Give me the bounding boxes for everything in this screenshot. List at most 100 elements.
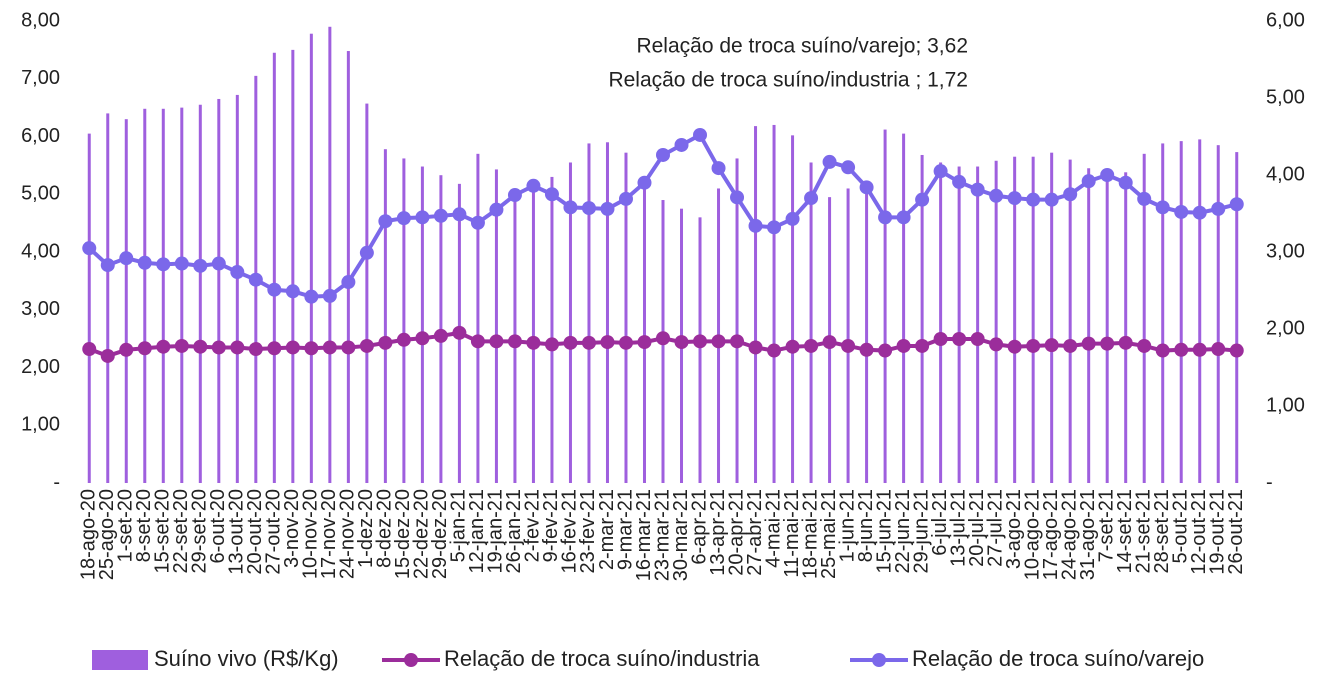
- marker: [859, 342, 874, 357]
- marker: [211, 340, 226, 355]
- bar: [272, 52, 276, 483]
- bar: [809, 162, 813, 484]
- marker: [600, 335, 615, 350]
- bar: [531, 185, 535, 483]
- bar: [365, 103, 369, 484]
- marker: [1211, 201, 1226, 216]
- marker: [637, 335, 652, 350]
- legend-label: Suíno vivo (R$/Kg): [154, 646, 339, 671]
- marker: [563, 335, 578, 350]
- marker: [359, 338, 374, 353]
- marker: [1137, 338, 1152, 353]
- marker: [1211, 342, 1226, 357]
- marker: [304, 289, 319, 304]
- x-tick-label: 3-nov-20: [281, 489, 303, 568]
- marker: [693, 127, 708, 142]
- marker: [1026, 192, 1041, 207]
- marker: [507, 334, 522, 349]
- annotation: Relação de troca suíno/industria ; 1,72: [608, 69, 968, 92]
- marker: [1063, 187, 1078, 202]
- x-tick-label: 17-ago-21: [1040, 489, 1062, 580]
- y2-tick-label: 6,00: [1266, 9, 1305, 31]
- marker: [674, 335, 689, 350]
- marker: [452, 207, 467, 222]
- marker: [637, 175, 652, 190]
- bar: [106, 113, 110, 484]
- y-tick-label: -: [53, 471, 60, 493]
- x-tick-label: 4-mai-21: [762, 489, 784, 568]
- bar: [1235, 152, 1239, 483]
- marker: [137, 341, 152, 356]
- marker: [1155, 343, 1170, 358]
- marker: [1118, 175, 1133, 190]
- legend-swatch: [92, 650, 148, 670]
- marker: [730, 334, 745, 349]
- bar: [180, 107, 184, 483]
- x-tick-label: 30-mar-21: [670, 489, 692, 581]
- marker: [896, 210, 911, 225]
- marker: [526, 335, 541, 350]
- bar: [161, 108, 165, 483]
- y-tick-label: 4,00: [21, 240, 60, 262]
- x-tick-label: 17-nov-20: [318, 489, 340, 579]
- marker: [970, 182, 985, 197]
- x-tick-label: 20-jul-21: [966, 489, 988, 567]
- bar: [1087, 168, 1091, 483]
- x-tick-label: 23-fev-21: [577, 489, 599, 574]
- marker: [748, 218, 763, 233]
- x-tick-label: 14-set-21: [1114, 489, 1136, 574]
- x-tick-label: 26-out-21: [1225, 489, 1247, 575]
- marker: [267, 282, 282, 297]
- bar: [865, 182, 869, 483]
- x-tick-label: 22-set-20: [170, 489, 192, 574]
- marker: [1081, 336, 1096, 351]
- x-tick-label: 25-mai-21: [818, 489, 840, 579]
- x-tick-label: 12-jan-21: [466, 489, 488, 574]
- marker: [1026, 338, 1041, 353]
- marker: [378, 335, 393, 350]
- bar: [605, 142, 609, 483]
- marker: [174, 338, 189, 353]
- x-tick-label: 28-set-21: [1151, 489, 1173, 574]
- x-tick-label: 6-out-20: [207, 489, 229, 564]
- y-tick-label: 5,00: [21, 183, 60, 205]
- marker: [1192, 342, 1207, 357]
- x-tick-label: 19-jan-21: [485, 489, 507, 574]
- x-tick-label: 13-out-20: [226, 489, 248, 575]
- x-tick-label: 18-ago-20: [78, 489, 100, 580]
- marker: [156, 257, 171, 272]
- marker: [470, 334, 485, 349]
- x-tick-label: 22-dez-20: [411, 489, 433, 579]
- x-tick-label: 29-set-20: [189, 489, 211, 574]
- bar: [383, 149, 387, 483]
- marker: [526, 178, 541, 193]
- x-tick-label: 13-jul-21: [947, 489, 969, 567]
- legend-label: Relação de troca suíno/varejo: [912, 646, 1204, 671]
- x-tick-label: 13-apr-21: [707, 489, 729, 576]
- bar: [1105, 171, 1109, 483]
- marker: [452, 325, 467, 340]
- marker: [896, 338, 911, 353]
- bar: [883, 129, 887, 483]
- bar: [939, 162, 943, 484]
- bar: [568, 162, 572, 484]
- marker: [156, 339, 171, 354]
- x-tick-label: 10-ago-21: [1021, 489, 1043, 580]
- x-tick-label: 15-dez-20: [392, 489, 414, 579]
- y-tick-label: 2,00: [21, 356, 60, 378]
- bar: [87, 133, 91, 484]
- marker: [1137, 191, 1152, 206]
- bar: [309, 33, 313, 484]
- marker: [581, 335, 596, 350]
- x-tick-label: 3-ago-21: [1003, 489, 1025, 569]
- marker: [304, 341, 319, 356]
- marker: [841, 338, 856, 353]
- bar: [772, 124, 776, 483]
- marker: [1100, 336, 1115, 351]
- marker: [933, 332, 948, 347]
- marker: [1081, 174, 1096, 189]
- x-tick-label: 26-jan-21: [503, 489, 525, 574]
- x-tick-label: 2-mar-21: [596, 489, 618, 570]
- x-tick-label: 6-jul-21: [929, 489, 951, 556]
